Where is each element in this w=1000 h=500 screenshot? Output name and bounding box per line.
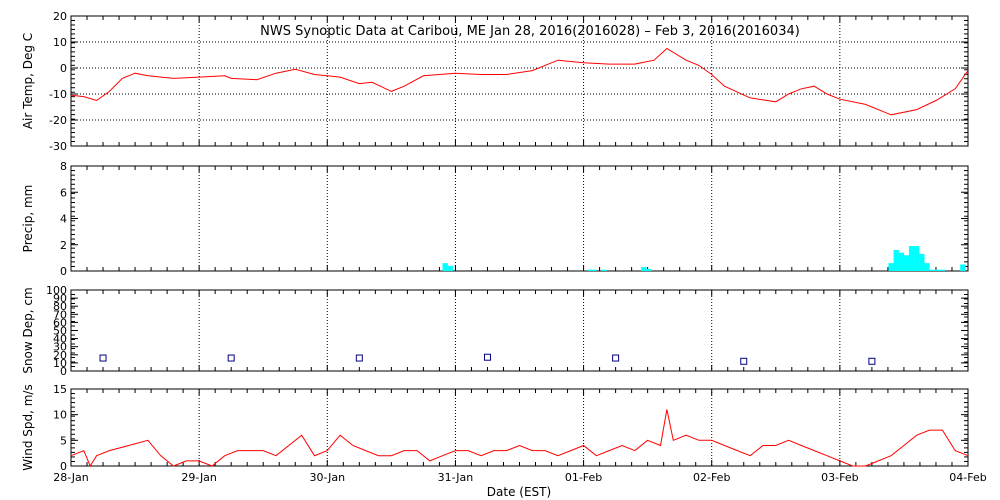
temp-panel: 20 10 0 -10 -20 -30 Air Temp, Deg C bbox=[21, 10, 969, 153]
temp-y-tick-label: -20 bbox=[49, 114, 67, 127]
snow-depth-point bbox=[740, 357, 748, 365]
x-tick-label: 04-Feb bbox=[949, 471, 986, 484]
snow-y-tick-label: 0 bbox=[60, 365, 67, 378]
precip-y-tick-label: 2 bbox=[60, 239, 67, 252]
precip-bar bbox=[960, 264, 966, 271]
temp-y-tick-label: -30 bbox=[49, 140, 67, 153]
wind-plot-frame bbox=[70, 388, 969, 467]
temp-y-axis-label: Air Temp, Deg C bbox=[21, 33, 35, 129]
precip-y-tick-label: 4 bbox=[60, 213, 67, 226]
precip-plot-frame bbox=[70, 165, 969, 272]
snow-depth-point bbox=[355, 354, 363, 362]
snow-y-tick-label: 50 bbox=[53, 325, 67, 338]
snow-y-axis-label: Snow Dep, cm bbox=[21, 287, 35, 373]
precip-bar bbox=[939, 269, 946, 271]
precip-bar bbox=[442, 263, 448, 271]
wind-panel: 0 5 10 15 Wind Spd, m/s bbox=[21, 383, 969, 473]
precip-bar bbox=[888, 263, 894, 271]
temp-y-tick-label: 0 bbox=[60, 62, 67, 75]
precip-bar bbox=[591, 269, 597, 271]
wind-series-line bbox=[70, 409, 969, 468]
snow-y-tick-label: 20 bbox=[53, 349, 67, 362]
precip-panel: 0 2 4 6 8 Precip, mm bbox=[21, 160, 969, 278]
precip-bar bbox=[934, 269, 940, 271]
chart-title: NWS Synoptic Data at Caribou, ME Jan 28,… bbox=[260, 24, 800, 39]
wind-y-tick-label: 10 bbox=[53, 409, 67, 422]
precip-bar bbox=[924, 263, 930, 271]
snow-y-tick-label: 70 bbox=[53, 308, 67, 321]
x-tick-label: 02-Feb bbox=[693, 471, 730, 484]
snow-y-tick-label: 90 bbox=[53, 292, 67, 305]
precip-bar bbox=[919, 253, 925, 271]
precip-bar bbox=[898, 252, 905, 271]
wind-y-axis-label: Wind Spd, m/s bbox=[21, 384, 35, 470]
precip-bar bbox=[929, 269, 935, 271]
snow-y-tick-label: 30 bbox=[53, 341, 67, 354]
temp-y-tick-label: 10 bbox=[53, 36, 67, 49]
precip-y-axis-label: Precip, mm bbox=[21, 185, 35, 253]
wind-y-tick-label: 0 bbox=[60, 460, 67, 473]
snow-depth-point bbox=[227, 354, 235, 362]
precip-bar bbox=[908, 246, 915, 271]
snow-plot-frame bbox=[70, 289, 969, 372]
snow-y-tick-label: 10 bbox=[53, 357, 67, 370]
precip-bar bbox=[587, 269, 593, 271]
wind-y-tick-label: 5 bbox=[60, 434, 67, 447]
temp-y-tick-label: 20 bbox=[53, 10, 67, 23]
precip-bar bbox=[893, 250, 899, 271]
x-tick-label: 31-Jan bbox=[438, 471, 474, 484]
temp-series-line bbox=[70, 47, 969, 116]
precip-bar bbox=[646, 269, 652, 271]
snow-depth-point bbox=[483, 353, 491, 361]
snow-y-tick-label: 40 bbox=[53, 333, 67, 346]
snow-depth-point bbox=[868, 357, 876, 365]
x-axis-ticks: 28-Jan 29-Jan 30-Jan 31-Jan 01-Feb 02-Feb 03-F… bbox=[53, 471, 987, 484]
snow-y-tick-label: 80 bbox=[53, 300, 67, 313]
wind-y-tick-label: 15 bbox=[53, 383, 67, 396]
precip-bar bbox=[903, 255, 910, 271]
x-tick-label: 01-Feb bbox=[565, 471, 602, 484]
precip-bar bbox=[914, 246, 920, 271]
precip-bar bbox=[447, 265, 453, 271]
x-axis-label: Date (EST) bbox=[487, 485, 551, 499]
snow-depth-point bbox=[612, 354, 620, 362]
snow-depth-point bbox=[99, 354, 107, 362]
snow-y-tick-label: 60 bbox=[53, 316, 67, 329]
x-tick-label: 03-Feb bbox=[821, 471, 858, 484]
snow-y-tick-label: 100 bbox=[46, 284, 67, 297]
precip-bar bbox=[641, 267, 647, 271]
precip-bar bbox=[601, 269, 607, 271]
precip-y-tick-label: 0 bbox=[60, 265, 67, 278]
precip-y-tick-label: 8 bbox=[60, 160, 67, 173]
x-tick-label: 29-Jan bbox=[181, 471, 217, 484]
temp-y-tick-label: -10 bbox=[49, 88, 67, 101]
x-tick-label: 28-Jan bbox=[53, 471, 89, 484]
precip-y-tick-label: 6 bbox=[60, 186, 67, 199]
x-tick-label: 30-Jan bbox=[310, 471, 346, 484]
